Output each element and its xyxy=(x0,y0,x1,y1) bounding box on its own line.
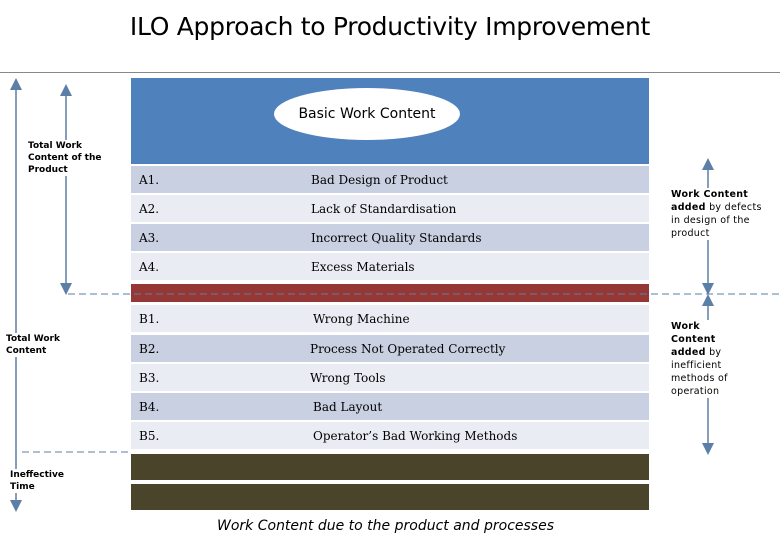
title-divider xyxy=(0,72,780,73)
row-a1: A1. Bad Design of Product xyxy=(131,166,649,193)
basic-work-content-label: Basic Work Content xyxy=(298,106,436,122)
work-content-defects-text: by defects in design of the product xyxy=(671,202,762,239)
row-b4: B4. Bad Layout xyxy=(131,393,649,420)
row-code: A3. xyxy=(139,230,160,245)
row-label: Wrong Tools xyxy=(310,370,386,385)
row-b2: B2. Process Not Operated Correctly xyxy=(131,335,649,362)
row-label: Bad Layout xyxy=(313,399,383,414)
row-a2: A2. Lack of Standardisation xyxy=(131,195,649,222)
row-label: Wrong Machine xyxy=(313,311,410,326)
total-work-content-product-label: Total Work Content of the Product xyxy=(28,140,108,176)
row-label: Bad Design of Product xyxy=(311,172,448,187)
basic-work-content-ellipse: Basic Work Content xyxy=(274,88,460,140)
work-content-methods-text: by inefficient methods of operation xyxy=(671,347,728,397)
row-code: B2. xyxy=(139,341,160,356)
row-code: A4. xyxy=(139,259,160,274)
row-code: A1. xyxy=(139,172,160,187)
work-content-defects-label: Work Content added by defects in design … xyxy=(671,188,767,240)
separator-bar xyxy=(131,284,649,302)
work-content-methods-label: Work Content added by inefficient method… xyxy=(671,320,743,398)
row-label: Process Not Operated Correctly xyxy=(310,341,506,356)
total-work-content-label: Total Work Content xyxy=(6,333,70,357)
page-title: ILO Approach to Productivity Improvement xyxy=(129,12,651,41)
row-code: B5. xyxy=(139,428,160,443)
row-code: B4. xyxy=(139,399,160,414)
row-label: Excess Materials xyxy=(311,259,415,274)
ineffective-time-bar-2 xyxy=(131,484,649,510)
row-label: Operator’s Bad Working Methods xyxy=(313,428,518,443)
row-b3: B3. Wrong Tools xyxy=(131,364,649,391)
row-label: Lack of Standardisation xyxy=(311,201,457,216)
footer-caption: Work Content due to the product and proc… xyxy=(217,518,555,534)
ineffective-time-label: Ineffective Time xyxy=(10,469,68,493)
row-code: A2. xyxy=(139,201,160,216)
row-b5: B5. Operator’s Bad Working Methods xyxy=(131,422,649,449)
row-a3: A3. Incorrect Quality Standards xyxy=(131,224,649,251)
row-b1: B1. Wrong Machine xyxy=(131,305,649,332)
work-content-defects-bold: Work Content added xyxy=(671,189,749,213)
row-label: Incorrect Quality Standards xyxy=(311,230,482,245)
ineffective-time-bar-1 xyxy=(131,454,649,480)
row-a4: A4. Excess Materials xyxy=(131,253,649,280)
row-code: B3. xyxy=(139,370,160,385)
row-code: B1. xyxy=(139,311,160,326)
work-content-methods-bold: Work Content added xyxy=(671,321,716,358)
